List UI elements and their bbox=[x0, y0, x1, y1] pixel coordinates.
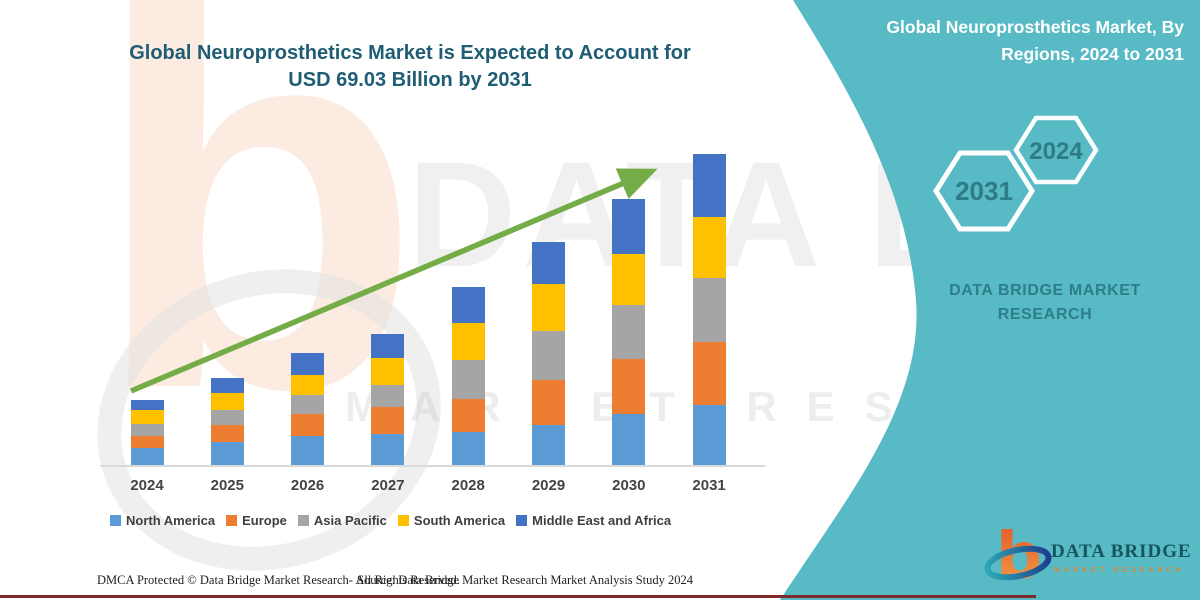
legend-swatch bbox=[397, 515, 409, 526]
logo-tagline: MARKET RESEARCH bbox=[1054, 565, 1185, 574]
x-axis-label-2031: 2031 bbox=[692, 477, 726, 494]
hexagon-2024-label: 2024 bbox=[1029, 138, 1083, 165]
bar-segment-2029-north-america bbox=[532, 424, 565, 466]
logo-name: DATA BRIDGE bbox=[1051, 541, 1192, 562]
legend-label: Europe bbox=[242, 513, 287, 528]
bar-segment-2027-asia-pacific bbox=[371, 384, 405, 407]
chart-title: Global Neuroprosthetics Market is Expect… bbox=[55, 40, 765, 94]
legend-item-europe: Europe bbox=[226, 513, 287, 528]
bar-segment-2025-north-america bbox=[210, 442, 244, 466]
bar-segment-2026-south-america bbox=[291, 374, 325, 395]
hexagon-2031-label: 2031 bbox=[955, 176, 1013, 206]
legend-item-asia-pacific: Asia Pacific bbox=[297, 513, 387, 528]
trend-arrow-line bbox=[129, 168, 658, 394]
bar-segment-2028-europe bbox=[451, 399, 485, 433]
x-axis-label-2026: 2026 bbox=[290, 477, 325, 494]
bar-segment-2025-europe bbox=[210, 424, 244, 443]
legend-label: Asia Pacific bbox=[313, 513, 387, 528]
bar-segment-2024-middle-east-and-africa bbox=[130, 399, 164, 411]
legend-label: North America bbox=[126, 513, 216, 528]
bar-segment-2027-europe bbox=[371, 406, 405, 434]
bar-segment-2030-north-america bbox=[612, 414, 646, 466]
legend-swatch bbox=[516, 515, 528, 526]
panel-brand-line1: DATA BRIDGE MARKET bbox=[949, 282, 1141, 299]
bar-segment-2031-europe bbox=[692, 342, 726, 405]
bar-segment-2024-asia-pacific bbox=[130, 423, 164, 436]
bar-segment-2026-middle-east-and-africa bbox=[291, 353, 325, 375]
hexagon-2031 bbox=[933, 150, 1035, 232]
bar-segment-2029-middle-east-and-africa bbox=[532, 242, 565, 285]
x-axis-label-2028: 2028 bbox=[451, 477, 485, 494]
bar-segment-2027-middle-east-and-africa bbox=[371, 333, 405, 359]
footer-copyright: DMCA Protected © Data Bridge Market Rese… bbox=[97, 573, 460, 587]
bar-segment-2029-asia-pacific bbox=[532, 331, 565, 380]
bar-segment-2029-south-america bbox=[532, 284, 565, 332]
panel-heading-line1: Global Neuroprosthetics Market, By bbox=[886, 17, 1184, 37]
bottom-accent-line bbox=[0, 595, 1036, 598]
chart-legend: North America Europe Asia Pacific South Ame… bbox=[110, 513, 770, 528]
bar-segment-2024-south-america bbox=[130, 410, 164, 424]
legend-item-south-america: South America bbox=[397, 513, 506, 528]
x-axis-label-2030: 2030 bbox=[612, 477, 646, 494]
legend-swatch bbox=[110, 515, 121, 526]
bar-segment-2027-north-america bbox=[371, 433, 405, 466]
bar-segment-2030-asia-pacific bbox=[612, 304, 646, 359]
bar-segment-2029-europe bbox=[532, 379, 565, 425]
legend-label: Middle East and Africa bbox=[532, 513, 672, 528]
legend-item-middle-east-and-africa: Middle East and Africa bbox=[516, 513, 671, 528]
bar-segment-2028-north-america bbox=[451, 432, 485, 466]
panel-brand-text: DATA BRIDGE MARKET RESEARCH bbox=[905, 279, 1185, 327]
bar-segment-2024-north-america bbox=[130, 447, 164, 466]
bar-segment-2027-south-america bbox=[371, 358, 405, 385]
legend-item-north-america: North America bbox=[110, 513, 215, 528]
panel-heading-line2: Regions, 2024 to 2031 bbox=[1001, 44, 1184, 64]
legend-swatch bbox=[226, 515, 238, 526]
bar-segment-2025-middle-east-and-africa bbox=[210, 377, 244, 393]
chart-title-line1: Global Neuroprosthetics Market is Expect… bbox=[129, 42, 691, 64]
footer-source: Source: Data Bridge Market Research Mark… bbox=[357, 573, 694, 587]
bar-segment-2028-south-america bbox=[451, 322, 485, 360]
bar-segment-2030-europe bbox=[612, 358, 646, 415]
x-axis-line bbox=[100, 465, 765, 467]
x-axis-label-2029: 2029 bbox=[531, 477, 566, 494]
bar-segment-2024-europe bbox=[130, 435, 164, 448]
logo-swoosh bbox=[984, 545, 1052, 581]
hexagon-2024 bbox=[1013, 115, 1099, 185]
bar-segment-2025-asia-pacific bbox=[210, 409, 244, 425]
legend-swatch bbox=[297, 515, 309, 526]
x-axis-label-2025: 2025 bbox=[210, 477, 244, 494]
bar-segment-2030-middle-east-and-africa bbox=[612, 199, 646, 254]
bar-segment-2031-asia-pacific bbox=[692, 277, 726, 343]
bar-segment-2031-middle-east-and-africa bbox=[692, 154, 726, 218]
watermark-b-logo: b bbox=[92, 0, 422, 501]
bar-segment-2030-south-america bbox=[612, 253, 646, 305]
bar-segment-2026-europe bbox=[291, 414, 325, 436]
chart-title-line2: USD 69.03 Billion by 2031 bbox=[288, 69, 532, 91]
panel-brand-line2: RESEARCH bbox=[997, 306, 1093, 323]
x-axis-label-2027: 2027 bbox=[371, 477, 405, 494]
bar-segment-2026-asia-pacific bbox=[291, 394, 325, 415]
panel-heading: Global Neuroprosthetics Market, By Regio… bbox=[814, 14, 1184, 68]
x-axis-label-2024: 2024 bbox=[130, 477, 164, 494]
bar-segment-2031-north-america bbox=[692, 404, 726, 466]
legend-label: South America bbox=[413, 513, 506, 528]
bar-segment-2025-south-america bbox=[210, 392, 244, 410]
bar-segment-2028-middle-east-and-africa bbox=[451, 287, 485, 323]
bar-segment-2026-north-america bbox=[291, 435, 325, 466]
bar-segment-2028-asia-pacific bbox=[451, 359, 485, 400]
bar-segment-2031-south-america bbox=[692, 217, 726, 278]
